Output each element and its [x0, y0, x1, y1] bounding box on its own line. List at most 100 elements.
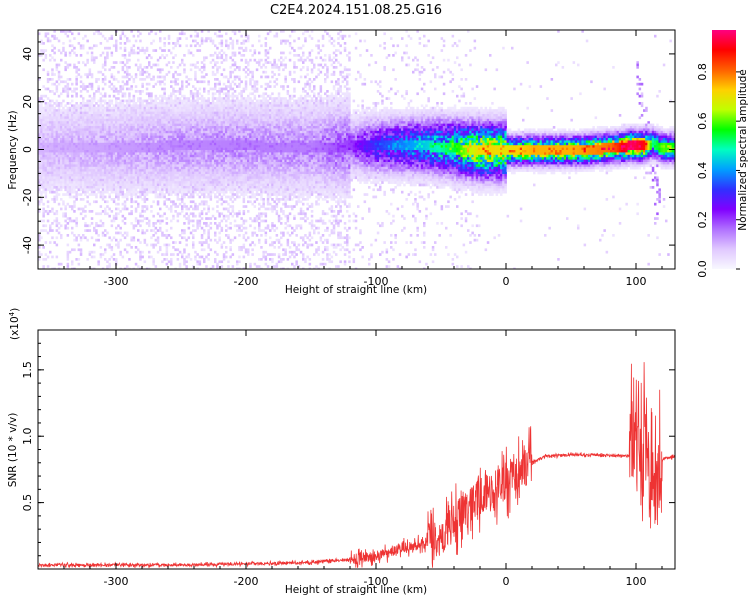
- spectrogram-cell: [187, 114, 191, 117]
- spectrogram-cell: [134, 133, 138, 136]
- spectrogram-cell: [205, 109, 208, 112]
- spectrogram-cell: [123, 186, 127, 189]
- spectrogram-cell: [110, 152, 114, 156]
- spectrogram-cell: [90, 116, 94, 120]
- spectrogram-cell: [64, 214, 67, 218]
- spectrogram-cell: [231, 186, 235, 189]
- spectrogram-cell: [95, 159, 98, 163]
- spectrogram-cell: [198, 133, 202, 136]
- spectrogram-cell: [214, 147, 217, 151]
- spectrogram-cell: [181, 138, 184, 141]
- spectrogram-cell: [99, 142, 103, 146]
- spectrogram-cell: [49, 116, 52, 120]
- spectrogram-cell: [209, 126, 213, 129]
- spectrogram-cell: [176, 104, 180, 108]
- spectrogram-cell: [108, 154, 111, 158]
- spectrogram-cell: [134, 114, 138, 117]
- spectrogram-cell: [185, 171, 188, 175]
- spectrogram-cell: [192, 224, 195, 228]
- spectrogram-cell: [62, 145, 65, 148]
- spectrogram-cell: [183, 118, 186, 122]
- spectrogram-cell: [209, 186, 213, 189]
- spectrogram-cell: [145, 198, 149, 201]
- spectrogram-cell: [53, 164, 56, 168]
- spectrogram-cell: [139, 32, 142, 36]
- spectrogram-cell: [192, 123, 195, 127]
- spectrogram-cell: [117, 166, 120, 170]
- spectrogram-cell: [117, 202, 120, 206]
- spectrogram-cell: [194, 164, 197, 168]
- spectrogram-cell: [88, 85, 92, 88]
- spectrogram-cell: [137, 222, 140, 225]
- spectrogram-cell: [93, 174, 96, 177]
- spectrogram-cell: [77, 171, 81, 175]
- spectrogram-cell: [53, 114, 56, 117]
- spectrogram-cell: [71, 157, 74, 160]
- spectrogram-cell: [200, 241, 204, 244]
- spectrogram-cell: [161, 104, 164, 108]
- spectrogram-cell: [53, 142, 56, 146]
- spectrogram-cell: [112, 85, 116, 88]
- spectrogram-cell: [82, 171, 85, 175]
- spectrogram-cell: [79, 207, 83, 211]
- spectrogram-cell: [189, 195, 193, 199]
- spectrogram-cell: [51, 44, 54, 48]
- spectrogram-cell: [143, 181, 147, 184]
- spectrogram-cell: [145, 207, 149, 211]
- spectrogram-cell: [62, 174, 65, 177]
- spectrogram-cell: [75, 118, 78, 122]
- spectrogram-cell: [145, 217, 149, 220]
- spectrogram-cell: [44, 128, 48, 132]
- spectrogram-cell: [68, 181, 72, 184]
- spectrogram-cell: [152, 181, 155, 184]
- spectrogram-cell: [214, 44, 217, 48]
- spectrogram-cell: [128, 162, 131, 165]
- spectrogram-cell: [60, 109, 63, 112]
- spectrogram-cell: [189, 133, 193, 136]
- spectrogram-cell: [139, 190, 142, 194]
- spectrogram-cell: [62, 109, 65, 112]
- spectrogram-cell: [57, 147, 61, 151]
- spectrogram-cell: [148, 255, 151, 259]
- spectrogram-cell: [84, 205, 87, 208]
- spectrogram-cell: [156, 109, 160, 112]
- spectrogram-cell: [86, 114, 89, 117]
- spectrogram-cell: [203, 80, 206, 84]
- spectrogram-cell: [44, 114, 48, 117]
- spectrogram-cell: [46, 154, 50, 158]
- spectrogram-cell: [55, 157, 59, 160]
- spectrogram-cell: [73, 90, 76, 93]
- spectrogram-cell: [119, 142, 122, 146]
- spectrogram-cell: [40, 219, 43, 223]
- spectrogram-cell: [183, 97, 186, 100]
- spectrogram-cell: [132, 133, 136, 136]
- spectrogram-cell: [57, 39, 61, 43]
- spectrogram-cell: [156, 202, 160, 206]
- spectrogram-cell: [172, 109, 175, 112]
- spectrogram-cell: [75, 140, 78, 144]
- spectrogram-cell: [79, 104, 83, 108]
- spectrogram-cell: [154, 174, 158, 177]
- spectrogram-cell: [218, 190, 221, 194]
- spectrogram-cell: [66, 178, 70, 182]
- spectrogram-cell: [93, 150, 96, 153]
- spectrogram-cell: [220, 114, 224, 117]
- spectrogram-cell: [123, 70, 127, 74]
- spectrogram-cell: [112, 171, 116, 175]
- spectrogram-cell: [49, 178, 52, 182]
- spectrogram-cell: [174, 154, 177, 158]
- spectrogram-cell: [134, 181, 138, 184]
- spectrogram-cell: [126, 198, 129, 201]
- spectrogram-cell: [55, 150, 59, 153]
- spectrogram-cell: [101, 224, 105, 228]
- spectrogram-cell: [88, 178, 92, 182]
- spectrogram-cell: [196, 183, 199, 187]
- spectrogram-cell: [110, 73, 114, 76]
- spectrogram-cell: [77, 181, 81, 184]
- spectrogram-cell: [178, 114, 182, 117]
- spectrogram-cell: [75, 109, 78, 112]
- spectrogram-cell: [161, 188, 164, 192]
- spectrogram-cell: [68, 250, 72, 254]
- spectrogram-cell: [86, 195, 89, 199]
- spectrogram-cell: [163, 178, 166, 182]
